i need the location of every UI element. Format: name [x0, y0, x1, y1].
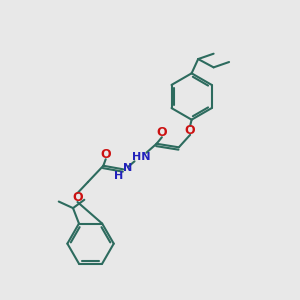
- Text: O: O: [157, 126, 167, 139]
- Text: HN: HN: [132, 152, 150, 162]
- Text: H: H: [115, 172, 124, 182]
- Text: N: N: [123, 163, 132, 173]
- Text: O: O: [72, 191, 83, 204]
- Text: O: O: [100, 148, 111, 161]
- Text: O: O: [185, 124, 195, 136]
